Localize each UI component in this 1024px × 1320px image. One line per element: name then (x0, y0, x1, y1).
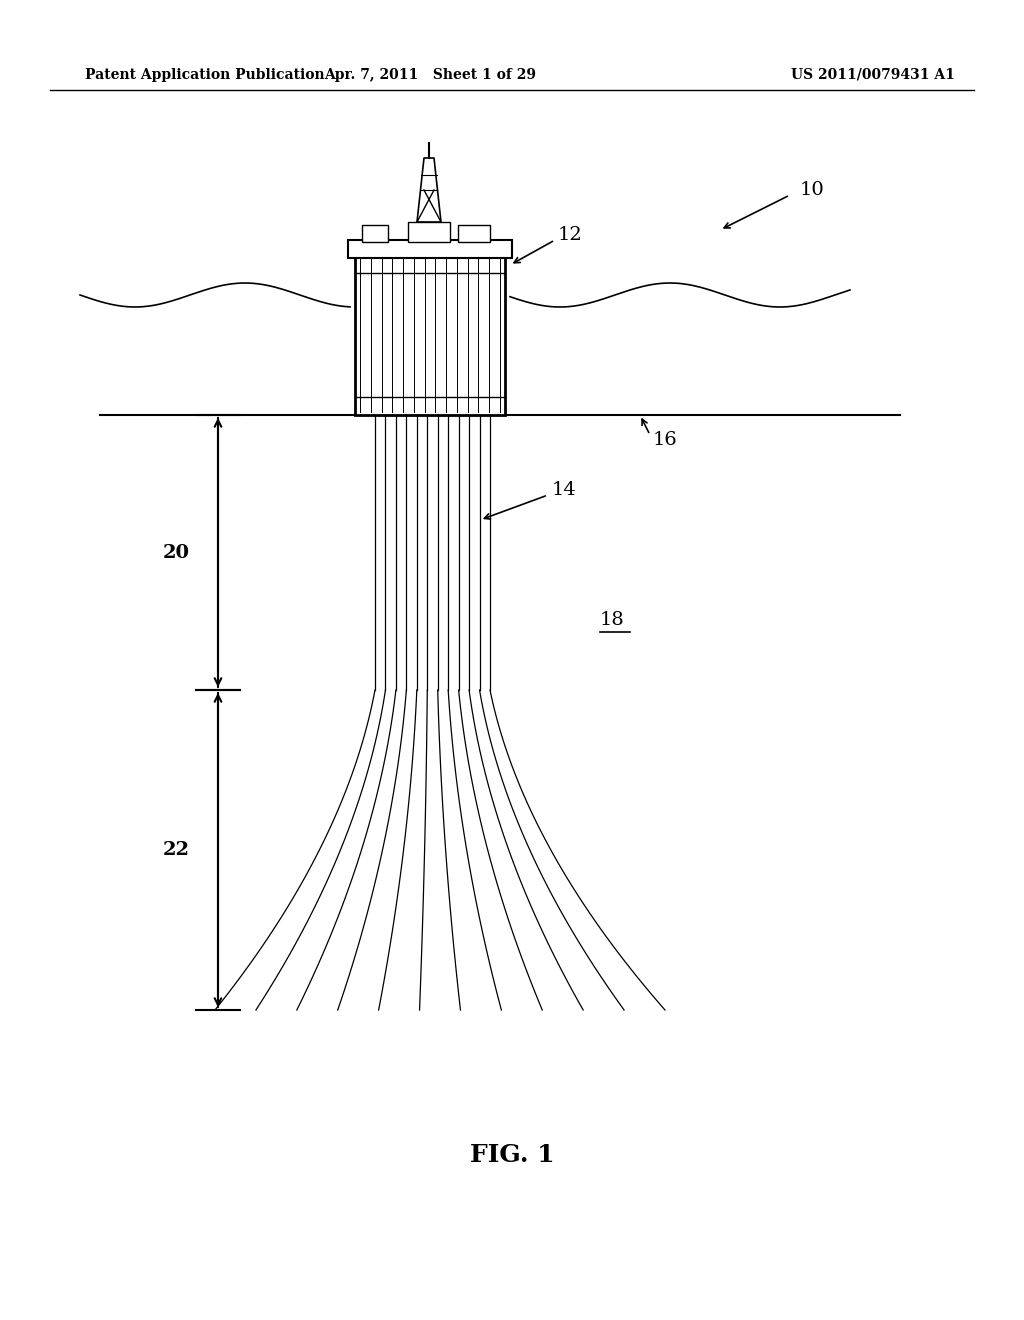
Text: 16: 16 (653, 432, 678, 449)
Bar (362, 224, 388, 242)
Bar (355, 255, 505, 414)
Text: 20: 20 (163, 544, 190, 561)
Text: 14: 14 (552, 480, 577, 499)
Text: 12: 12 (558, 226, 583, 244)
Text: Apr. 7, 2011   Sheet 1 of 29: Apr. 7, 2011 Sheet 1 of 29 (324, 69, 536, 82)
Text: Patent Application Publication: Patent Application Publication (85, 69, 325, 82)
Bar (458, 224, 490, 242)
Bar (408, 222, 450, 242)
Text: 10: 10 (800, 181, 824, 199)
Bar (348, 240, 512, 257)
Text: 22: 22 (163, 841, 190, 859)
Text: 18: 18 (600, 611, 625, 630)
Text: FIG. 1: FIG. 1 (470, 1143, 554, 1167)
Text: US 2011/0079431 A1: US 2011/0079431 A1 (792, 69, 955, 82)
